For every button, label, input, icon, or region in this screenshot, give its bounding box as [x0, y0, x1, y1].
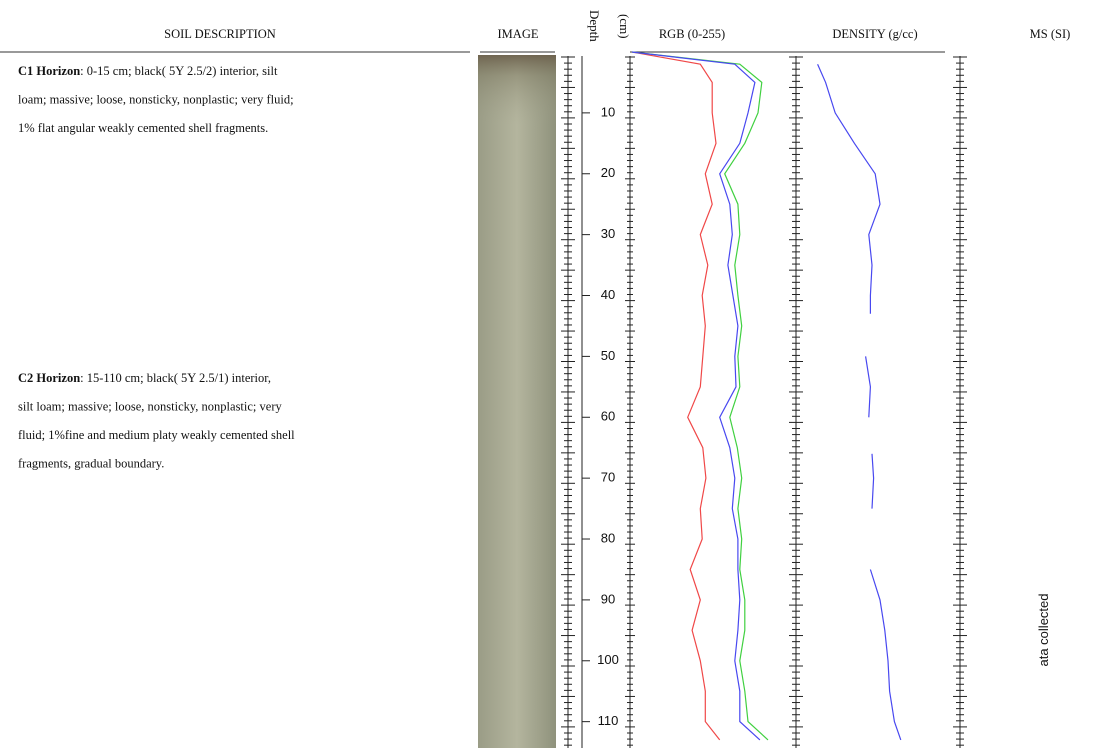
- panel-title: RGB (0-255): [659, 27, 725, 41]
- note: ata collected: [1036, 594, 1051, 667]
- core-image-top: [478, 55, 556, 748]
- horizon-line: : 15-110 cm; black( 5Y 2.5/1) interior,: [80, 371, 271, 385]
- depth-tick-label: 30: [601, 226, 615, 241]
- depth-tick-label: 10: [601, 104, 615, 119]
- descriptions: C1 Horizon: 0-15 cm; black( 5Y 2.5/2) in…: [18, 64, 295, 471]
- depth-tick-label: 50: [601, 348, 615, 363]
- depth-tick-label: 40: [601, 287, 615, 302]
- panel-title: DENSITY (g/cc): [832, 27, 917, 41]
- series-line: [631, 51, 761, 741]
- series-line: [631, 51, 721, 741]
- series-line: [817, 63, 902, 741]
- depth-tick-label: 20: [601, 165, 615, 180]
- header: SOIL DESCRIPTION: [164, 27, 276, 41]
- horizon-line: silt loam; massive; loose, nonsticky, no…: [18, 400, 282, 414]
- series-line: [631, 51, 769, 741]
- horizon-line: 1% flat angular weakly cemented shell fr…: [18, 121, 268, 135]
- horizon-name: C2 Horizon: [18, 371, 80, 385]
- depth-label: Depth: [587, 10, 602, 42]
- depth-tick-label: 80: [601, 530, 615, 545]
- depth-tick-label: 70: [601, 470, 615, 485]
- depth-tick-label: 90: [601, 591, 615, 606]
- horizon-line: fragments, gradual boundary.: [18, 457, 164, 471]
- depth-unit: (cm): [617, 14, 632, 39]
- header: MS (SI): [1030, 27, 1071, 41]
- horizon-name: C1 Horizon: [18, 64, 80, 78]
- horizon-line: fluid; 1%fine and medium platy weakly ce…: [18, 428, 295, 442]
- depth-tick-label: 100: [597, 652, 619, 667]
- horizon-line: : 0-15 cm; black( 5Y 2.5/2) interior, si…: [80, 64, 278, 78]
- depth-tick-label: 60: [601, 409, 615, 424]
- depth-tick-label: 110: [598, 713, 619, 728]
- horizon-text: C1 Horizon: 0-15 cm; black( 5Y 2.5/2) in…: [18, 64, 278, 78]
- header: IMAGE: [498, 27, 539, 41]
- horizon-line: loam; massive; loose, nonsticky, nonplas…: [18, 93, 294, 107]
- horizon-text: C2 Horizon: 15-110 cm; black( 5Y 2.5/1) …: [18, 371, 271, 385]
